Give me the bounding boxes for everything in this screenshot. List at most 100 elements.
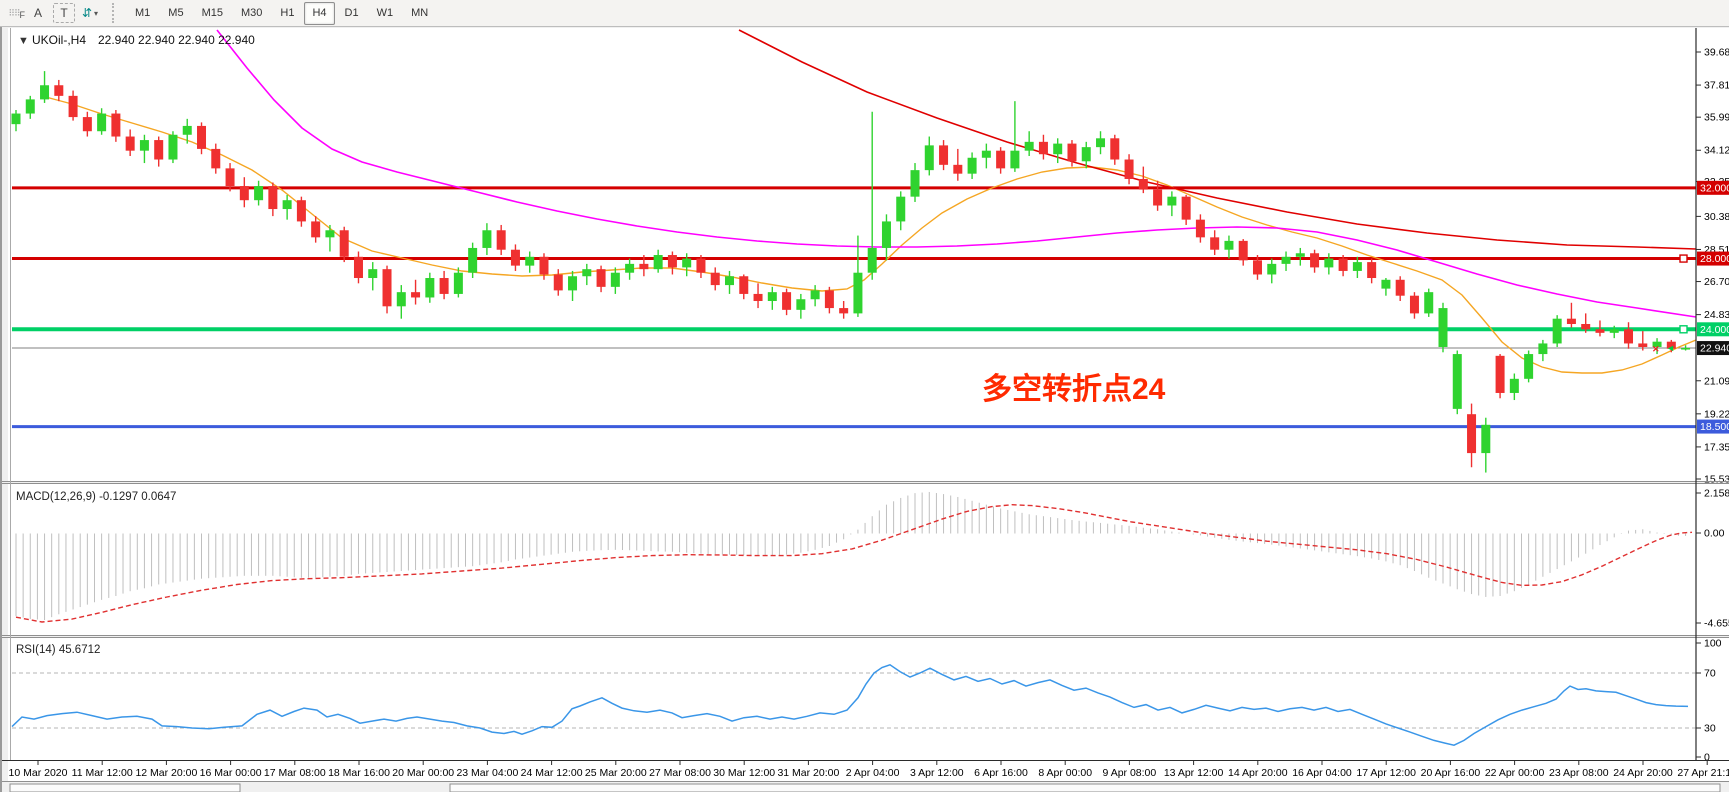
arrow-objects-tool-button[interactable]: ⇵ ▾ [77,1,103,25]
candle-body [810,290,820,300]
candle-body [1295,253,1305,257]
candle-body [881,221,891,248]
hline-handle-24[interactable] [1679,325,1688,334]
candle-body [1538,343,1548,355]
rsi-indicator-layer [11,663,1696,746]
macd-signal-line [15,503,1693,623]
price-tick-label: 34.125 [1704,145,1729,157]
candle-body [1452,354,1462,409]
mid-ma-line [216,29,1697,318]
candle-body [739,276,749,294]
candle-body [1524,354,1534,379]
separator-price-macd[interactable] [2,481,1729,482]
bottom-tab-1[interactable] [9,783,241,792]
time-tick-label: 10 Mar 2020 [9,767,68,779]
timeframe-button-mn[interactable]: MN [411,7,429,19]
price-tick-label: 19.220 [1704,408,1729,420]
candlestick-series [11,71,1691,473]
candle-body [1067,143,1077,162]
candle-body [653,255,663,270]
timeframe-button-h4[interactable]: H4 [304,1,335,25]
candle-body [1138,178,1148,190]
macd-tick-label: 0.00 [1704,528,1725,540]
timeframe-button-w1[interactable]: W1 [376,7,394,19]
price-tick-label: 39.680 [1704,47,1729,59]
bottom-tab-2[interactable] [449,783,1721,792]
timeframe-button-m15[interactable]: M15 [201,7,223,19]
candle-body [824,290,834,309]
candle-body [967,157,977,174]
text-label-tool-button[interactable]: A [25,1,51,25]
price-tick-label: 15.535 [1704,474,1729,486]
timeframe-button-m5[interactable]: M5 [168,7,184,19]
candle-body [539,256,549,275]
annotation-text[interactable]: 多空转折点24 [982,373,1166,406]
candle-body [197,125,207,149]
text-box-tool-button[interactable]: T [53,3,75,23]
candle-body [282,200,292,210]
candle-body [1195,219,1205,238]
candle-body [896,196,906,222]
candle-body [154,140,164,160]
candle-body [1096,138,1106,148]
candle-body [296,200,306,222]
candle-body [1638,343,1648,347]
candle-body [1324,258,1334,268]
candle-body [239,186,249,201]
price-tag-18.500 [1697,419,1729,434]
timeframe-button-h1[interactable]: H1 [280,7,295,19]
time-tick-label: 17 Mar 08:00 [264,767,326,779]
time-tick-label: 16 Apr 04:00 [1292,767,1352,779]
candle-body [496,230,506,250]
time-tick-label: 27 Apr 21:15 [1677,767,1729,779]
dock-grip-icon[interactable]: ⠿⠿ F [8,8,24,20]
horizontal-lines-layer[interactable] [12,186,1696,429]
candle-body [368,269,378,279]
candle-body [924,145,934,171]
candle-body [553,274,563,291]
time-tick-label: 23 Mar 04:00 [456,767,518,779]
candle-body [1252,260,1262,275]
separator-macd-rsi[interactable] [2,635,1729,636]
timeframe-button-m30[interactable]: M30 [240,7,263,19]
candle-body [353,256,363,279]
separator-price-macd-2 [2,483,1729,484]
timeframe-button-d1[interactable]: D1 [344,7,359,19]
candle-body [40,85,50,100]
macd-tick-label: -4.6554 [1704,618,1729,630]
arrows-icon: ⇵ [81,6,93,20]
hline-handle-28[interactable] [1679,254,1688,263]
time-tick-label: 14 Apr 20:00 [1228,767,1288,779]
text-box-tool-icon: T [60,6,68,20]
candle-body [1167,196,1177,206]
time-tick-label: 6 Apr 16:00 [974,767,1028,779]
candle-body [139,140,149,151]
chart-canvas[interactable]: 39.68037.81035.99534.12532.35530.38528.5… [2,27,1729,792]
time-tick-label: 23 Apr 08:00 [1549,767,1609,779]
candle-body [425,278,435,298]
chart-ohlc-values: 22.940 22.940 22.940 22.940 [98,33,255,47]
time-tick-label: 8 Apr 00:00 [1038,767,1092,779]
trade-markers-layer: ✕ ◄ [1652,343,1675,354]
candle-body [910,170,920,197]
candle-body [1609,329,1619,333]
candle-body [1352,262,1362,271]
time-tick-label: 22 Apr 00:00 [1485,767,1545,779]
chart-dropdown-icon[interactable]: ▼ [18,35,29,47]
time-tick-label: 16 Mar 00:00 [200,767,262,779]
candle-body [1395,279,1405,296]
candle-body [68,95,78,118]
toolbar-separator-grip[interactable] [112,3,122,23]
candle-body [211,148,221,169]
candle-body [725,276,734,286]
price-tag-label: 24.000 [1700,324,1729,336]
candle-body [1595,329,1605,333]
candle-body [54,85,64,96]
time-axis-top-border [2,760,1729,761]
candle-body [1110,138,1120,160]
sell-marker-icon: ✕ [1652,344,1660,354]
candle-body [710,272,720,286]
candle-body [1124,159,1134,179]
candle-body [168,134,178,160]
timeframe-button-m1[interactable]: M1 [135,7,151,19]
